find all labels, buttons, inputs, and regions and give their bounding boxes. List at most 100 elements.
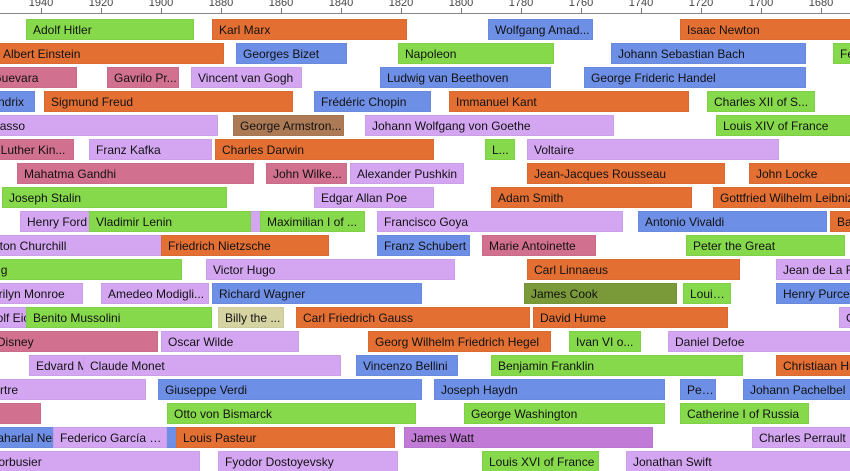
timeline-bar[interactable]: Louis ... xyxy=(683,283,731,304)
timeline-bar[interactable]: Gottfried Wilhelm Leibniz xyxy=(713,187,850,208)
timeline-bar[interactable]: Vincenzo Bellini xyxy=(356,355,458,376)
timeline-bar[interactable]: Peter the Great xyxy=(686,235,845,256)
timeline-bar[interactable]: Mahatma Gandhi xyxy=(17,163,254,184)
timeline-bar[interactable]: Pete... xyxy=(680,379,716,400)
timeline-bar[interactable]: Walt Disney xyxy=(0,331,158,352)
timeline-bar[interactable]: Isaac Newton xyxy=(680,19,850,40)
timeline-bar[interactable]: Louis XIV of France xyxy=(716,115,850,136)
timeline-bar[interactable]: Albert Einstein xyxy=(0,43,224,64)
axis-tick-label: 1900 xyxy=(148,0,174,9)
axis-tick-label: 1780 xyxy=(508,0,534,9)
timeline-bar[interactable]: Edgar Allan Poe xyxy=(314,187,434,208)
timeline-bar[interactable]: Amedeo Modigli... xyxy=(101,283,209,304)
timeline-bar[interactable]: Henry Purcell xyxy=(776,283,850,304)
timeline-bar[interactable]: Carl Linnaeus xyxy=(527,259,740,280)
axis-tick-1700 xyxy=(761,8,762,14)
timeline-bar[interactable]: Pablo Picasso xyxy=(0,115,218,136)
axis-tick-label: 1840 xyxy=(328,0,354,9)
timeline-bar[interactable]: Johann Wolfgang von Goethe xyxy=(365,115,614,136)
timeline-bar[interactable]: Daniel Defoe xyxy=(668,331,850,352)
axis-tick-label: 1820 xyxy=(388,0,414,9)
timeline-bar[interactable]: Joseph Stalin xyxy=(2,187,227,208)
timeline-bar[interactable]: Antonio Vivaldi xyxy=(638,211,827,232)
timeline-bar[interactable]: Franz Kafka xyxy=(89,139,212,160)
timeline-bar[interactable]: Adam Smith xyxy=(491,187,692,208)
timeline-bar[interactable]: Marilyn Monroe xyxy=(0,283,83,304)
axis-tick-label: 1760 xyxy=(568,0,594,9)
timeline-bar[interactable]: George Frideric Handel xyxy=(584,67,806,88)
timeline-bar[interactable]: Oscar Wilde xyxy=(161,331,299,352)
timeline-bar[interactable]: Benito Mussolini xyxy=(26,307,212,328)
timeline-bar[interactable]: George Armstron... xyxy=(233,115,344,136)
timeline-bar[interactable]: Vladimir Lenin xyxy=(89,211,251,232)
timeline-bar[interactable]: Adolf Hitler xyxy=(26,19,194,40)
timeline-bar[interactable]: Joseph Haydn xyxy=(434,379,665,400)
axis-tick-label: 1720 xyxy=(688,0,714,9)
axis-tick-label: 1920 xyxy=(88,0,114,9)
timeline-bar[interactable]: Marie Antoinette xyxy=(482,235,596,256)
timeline-bar[interactable]: Ludwig van Beethoven xyxy=(380,67,551,88)
timeline-bar[interactable]: George Washington xyxy=(464,403,665,424)
timeline-bar[interactable]: Ivan VI o... xyxy=(569,331,641,352)
timeline-bar[interactable]: Jimi Hendrix xyxy=(0,91,35,112)
timeline-bar[interactable]: Giacomo Carissimi xyxy=(839,307,850,328)
timeline-bar[interactable]: Alexander Pushkin xyxy=(350,163,464,184)
timeline-bar[interactable]: Charles Perrault xyxy=(752,427,850,448)
timeline-bar[interactable]: James Cook xyxy=(524,283,677,304)
timeline-bar[interactable]: Che Guevara xyxy=(0,67,77,88)
timeline-bar[interactable]: Feodor ... xyxy=(833,43,850,64)
timeline-bar[interactable]: Immanuel Kant xyxy=(449,91,689,112)
timeline-bar[interactable]: Maximilian I of ... xyxy=(260,211,365,232)
timeline-bar[interactable]: Fyodor Dostoyevsky xyxy=(218,451,398,471)
timeline-bar[interactable]: Martin Luther Kin... xyxy=(0,139,74,160)
timeline-bar[interactable]: Georges Bizet xyxy=(236,43,347,64)
axis-tick-label: 1880 xyxy=(208,0,234,9)
timeline-bar[interactable]: Mao Zedong xyxy=(0,259,182,280)
timeline-bar[interactable]: Carl Friedrich Gauss xyxy=(296,307,530,328)
timeline-bar[interactable]: Charles XII of S... xyxy=(707,91,815,112)
timeline-bar[interactable]: Friedrich Nietzsche xyxy=(161,235,329,256)
timeline-bar[interactable]: Baruch Spinoza xyxy=(830,211,850,232)
timeline-bar[interactable]: John Lennon xyxy=(0,403,41,424)
timeline-bar[interactable]: Sigmund Freud xyxy=(44,91,293,112)
timeline-bar[interactable]: Jean de La Fontaine xyxy=(776,259,850,280)
timeline-bar[interactable]: Federico García L... xyxy=(53,427,167,448)
timeline-bar[interactable]: Richard Wagner xyxy=(212,283,422,304)
timeline-bar[interactable]: Frédéric Chopin xyxy=(314,91,431,112)
timeline-bar[interactable]: John Wilke... xyxy=(266,163,347,184)
timeline-bar[interactable]: John Locke xyxy=(749,163,850,184)
timeline-bar[interactable]: Le Corbusier xyxy=(0,451,200,471)
timeline-bar[interactable]: Jean-Jacques Rousseau xyxy=(527,163,725,184)
timeline-bar[interactable]: L... xyxy=(485,139,515,160)
timeline-bar[interactable]: David Hume xyxy=(533,307,728,328)
timeline-bar[interactable]: Benjamin Franklin xyxy=(491,355,743,376)
timeline-bar[interactable]: Otto von Bismarck xyxy=(167,403,416,424)
timeline-bar[interactable]: Jean-Paul Sartre xyxy=(0,379,146,400)
timeline-bar[interactable]: Charles Darwin xyxy=(215,139,434,160)
timeline-bar[interactable]: Franz Schubert xyxy=(377,235,470,256)
timeline-bar[interactable]: Vincent van Gogh xyxy=(191,67,302,88)
timeline-bar[interactable]: Catherine I of Russia xyxy=(680,403,809,424)
axis-tick-1860 xyxy=(281,8,282,14)
axis-tick-label: 1800 xyxy=(448,0,474,9)
timeline-bar[interactable]: Louis XVI of France xyxy=(482,451,599,471)
timeline-bar[interactable]: Georg Wilhelm Friedrich Hegel xyxy=(368,331,551,352)
timeline-bar[interactable]: Christiaan Huygens xyxy=(776,355,850,376)
timeline-bar[interactable]: Napoleon xyxy=(398,43,554,64)
timeline-bar[interactable]: Jonathan Swift xyxy=(626,451,850,471)
timeline-bar[interactable]: James Watt xyxy=(404,427,653,448)
axis-tick-label: 1740 xyxy=(628,0,654,9)
timeline-bar[interactable]: Wolfgang Amad... xyxy=(488,19,593,40)
timeline-bar[interactable]: Giuseppe Verdi xyxy=(158,379,422,400)
timeline-bar[interactable]: Francisco Goya xyxy=(377,211,623,232)
timeline-bar[interactable]: Victor Hugo xyxy=(206,259,455,280)
timeline-bar[interactable]: Johann Sebastian Bach xyxy=(611,43,806,64)
timeline-bar[interactable]: Claude Monet xyxy=(83,355,341,376)
timeline-bar[interactable]: Gavrilo Pr... xyxy=(107,67,179,88)
timeline-bar[interactable]: Johann Pachelbel xyxy=(743,379,850,400)
timeline-bar[interactable]: Karl Marx xyxy=(212,19,407,40)
timeline-bar[interactable]: Louis Pasteur xyxy=(176,427,395,448)
axis-tick-1880 xyxy=(221,8,222,14)
timeline-bar[interactable]: Billy the ... xyxy=(218,307,284,328)
timeline-bar[interactable]: Voltaire xyxy=(527,139,779,160)
